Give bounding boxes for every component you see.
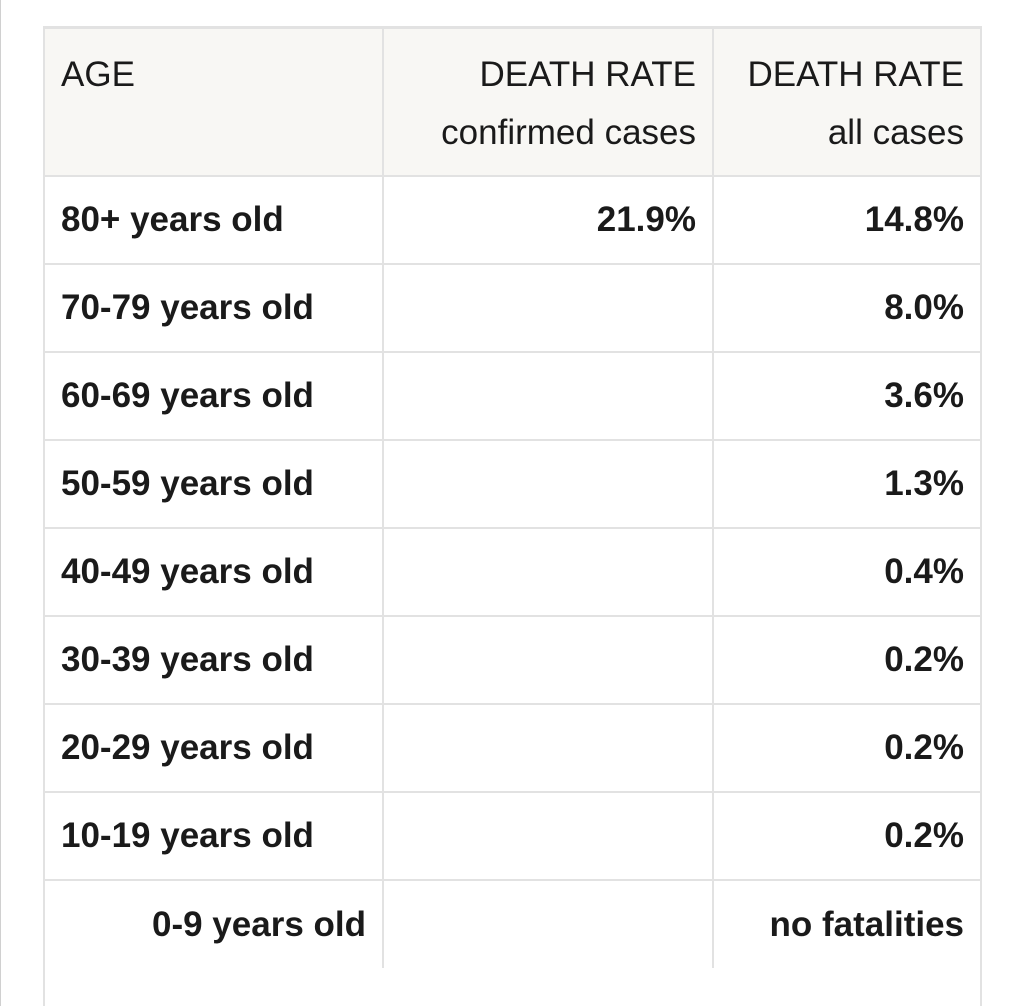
all-rate-cell: no fatalities xyxy=(769,904,964,944)
death-rate-table-container: AGE DEATH RATE confirmed cases DEATH RAT… xyxy=(43,26,982,1006)
table-row: 30-39 years old 0.2% xyxy=(45,616,980,705)
age-cell: 40-49 years old xyxy=(45,528,384,617)
all-rate-cell: 0.2% xyxy=(713,616,980,705)
table-row: 80+ years old 21.9% 14.8% xyxy=(45,176,980,265)
header-all-line1: DEATH RATE xyxy=(747,55,965,94)
confirmed-rate-cell xyxy=(383,704,714,793)
age-cell: 30-39 years old xyxy=(45,616,384,705)
all-rate-cell: 3.6% xyxy=(713,352,980,441)
table-row: 70-79 years old 8.0% xyxy=(45,264,980,353)
age-cell: 10-19 years old xyxy=(45,792,384,881)
age-cell: 80+ years old xyxy=(45,176,384,265)
all-rate-cell: 0.4% xyxy=(713,528,980,617)
age-cell: 20-29 years old xyxy=(45,704,384,793)
table-row: 40-49 years old 0.4% xyxy=(45,528,980,617)
confirmed-rate-cell xyxy=(383,616,714,705)
table-row: 0-9 years old no fatalities xyxy=(45,880,980,968)
header-age: AGE xyxy=(45,29,384,177)
header-confirmed-line2: confirmed cases xyxy=(441,113,696,152)
confirmed-rate-cell xyxy=(383,264,714,353)
confirmed-rate-cell xyxy=(383,880,714,968)
confirmed-rate-cell xyxy=(383,352,714,441)
confirmed-rate-cell xyxy=(383,528,714,617)
age-cell: 50-59 years old xyxy=(45,440,384,529)
header-confirmed-line1: DEATH RATE xyxy=(479,55,697,94)
header-death-rate-confirmed: DEATH RATE confirmed cases xyxy=(383,29,714,177)
page-edge xyxy=(0,0,1,1006)
table-row: 10-19 years old 0.2% xyxy=(45,792,980,881)
age-cell: 60-69 years old xyxy=(45,352,384,441)
age-cell: 70-79 years old xyxy=(45,264,384,353)
header-row: AGE DEATH RATE confirmed cases DEATH RAT… xyxy=(45,29,980,177)
table-row: 50-59 years old 1.3% xyxy=(45,440,980,529)
all-rate-cell: 14.8% xyxy=(713,176,980,265)
header-death-rate-all: DEATH RATE all cases xyxy=(713,29,980,177)
header-age-label: AGE xyxy=(61,55,135,94)
table-row: 60-69 years old 3.6% xyxy=(45,352,980,441)
all-rate-cell: 0.2% xyxy=(713,792,980,881)
all-rate-cell: 1.3% xyxy=(713,440,980,529)
confirmed-rate-cell xyxy=(383,792,714,881)
confirmed-rate-cell xyxy=(383,440,714,529)
table-row: 20-29 years old 0.2% xyxy=(45,704,980,793)
confirmed-rate-cell: 21.9% xyxy=(383,176,714,265)
death-rate-table: AGE DEATH RATE confirmed cases DEATH RAT… xyxy=(45,29,980,968)
all-rate-cell: 0.2% xyxy=(713,704,980,793)
all-rate-cell: 8.0% xyxy=(713,264,980,353)
age-cell: 0-9 years old xyxy=(45,880,384,968)
header-all-line2: all cases xyxy=(827,113,964,152)
